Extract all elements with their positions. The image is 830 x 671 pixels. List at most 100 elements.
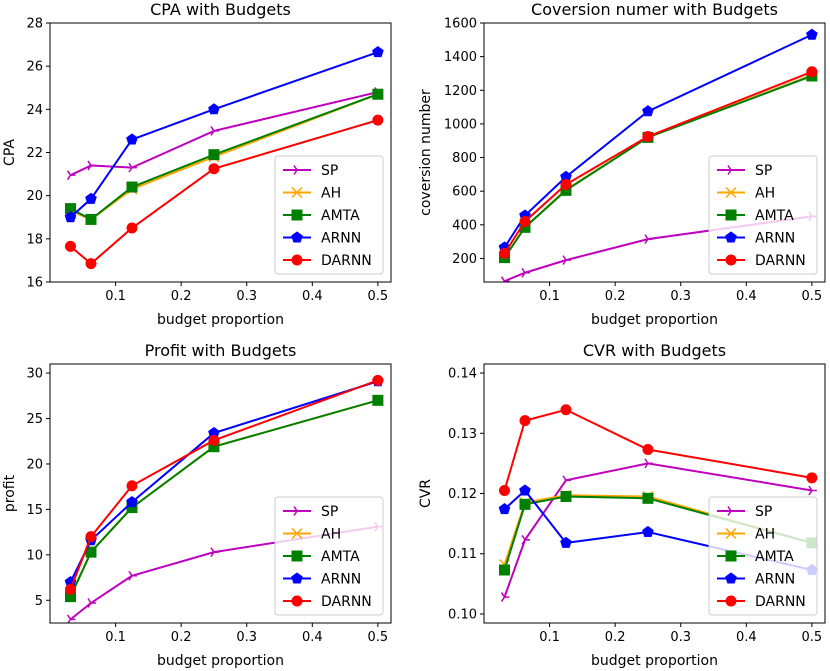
series-amta bbox=[64, 88, 384, 225]
plot-area bbox=[64, 374, 384, 623]
data-point bbox=[210, 126, 219, 136]
x-tick-label: 0.1 bbox=[105, 289, 126, 304]
x-axis-label: budget proportion bbox=[157, 312, 284, 328]
y-tick-label: 25 bbox=[26, 412, 43, 427]
cpa-chart: CPA with Budgets budget proportion CPA 0.1 0… bbox=[2, 0, 392, 328]
legend-label: AMTA bbox=[755, 208, 794, 224]
data-point bbox=[498, 564, 510, 576]
data-point bbox=[498, 247, 510, 259]
legend-label: ARNN bbox=[755, 231, 795, 247]
y-tick-label: 800 bbox=[452, 151, 477, 166]
legend-label: ARNN bbox=[321, 231, 361, 247]
x-tick-label: 0.4 bbox=[736, 630, 757, 645]
data-point bbox=[126, 133, 138, 145]
data-point bbox=[66, 614, 76, 623]
data-point bbox=[372, 374, 384, 386]
x-tick-label: 0.2 bbox=[605, 630, 626, 645]
x-tick-label: 0.5 bbox=[368, 630, 389, 645]
y-tick-label: 5 bbox=[35, 594, 43, 609]
axes-frame bbox=[49, 363, 392, 624]
legend-label: AMTA bbox=[755, 549, 794, 565]
data-point bbox=[372, 46, 384, 58]
legend-label: SP bbox=[321, 504, 338, 520]
series-line bbox=[503, 408, 813, 491]
legend-marker bbox=[725, 550, 737, 562]
x-tick-label: 0.2 bbox=[171, 630, 192, 645]
legend-label: DARNN bbox=[755, 594, 806, 610]
data-point bbox=[372, 394, 384, 406]
x-tick-label: 0.5 bbox=[802, 289, 823, 304]
legend-marker bbox=[725, 209, 737, 221]
legend: SP AH AMTA ARNN DARNN bbox=[708, 155, 818, 275]
x-tick-label: 0.3 bbox=[670, 630, 691, 645]
legend-label: AH bbox=[321, 186, 341, 202]
legend-label: ARNN bbox=[321, 572, 361, 588]
legend-marker bbox=[291, 550, 303, 562]
y-tick-label: 600 bbox=[452, 185, 477, 200]
y-tick-label: 20 bbox=[26, 457, 43, 472]
x-axis-label: budget proportion bbox=[591, 312, 718, 328]
data-point bbox=[126, 480, 138, 492]
legend-marker bbox=[725, 572, 737, 584]
y-tick-label: 200 bbox=[452, 252, 477, 267]
data-point bbox=[87, 160, 96, 171]
legend-label: AH bbox=[321, 527, 341, 543]
profit-chart: Profit with Budgets budget proportion prof… bbox=[2, 341, 392, 669]
conversion-chart: Coversion numer with Budgets budget propo… bbox=[418, 0, 826, 328]
legend-label: AMTA bbox=[321, 208, 360, 224]
chart-title: CPA with Budgets bbox=[150, 0, 291, 19]
legend-label: SP bbox=[755, 163, 772, 179]
chart-title: CVR with Budgets bbox=[583, 341, 726, 360]
axes-frame bbox=[49, 22, 392, 283]
y-tick-label: 1000 bbox=[444, 117, 477, 132]
y-tick-label: 0.11 bbox=[448, 547, 477, 562]
legend-marker bbox=[291, 186, 303, 199]
legend-label: DARNN bbox=[755, 253, 806, 269]
legend: SP AH AMTA ARNN DARNN bbox=[274, 155, 384, 275]
legend: SP AH AMTA ARNN DARNN bbox=[708, 496, 818, 616]
plot-area bbox=[64, 46, 384, 270]
legend-marker bbox=[725, 186, 737, 199]
x-tick-label: 0.2 bbox=[605, 289, 626, 304]
x-tick-label: 0.3 bbox=[670, 289, 691, 304]
y-tick-label: 10 bbox=[26, 548, 43, 563]
y-tick-label: 28 bbox=[26, 17, 43, 32]
data-point bbox=[562, 255, 571, 266]
y-axis-label: coversion number bbox=[418, 89, 434, 216]
y-axis-label: profit bbox=[2, 474, 18, 512]
y-tick-label: 15 bbox=[26, 503, 43, 518]
y-tick-label: 24 bbox=[26, 103, 43, 118]
x-tick-label: 0.4 bbox=[736, 289, 757, 304]
data-point bbox=[64, 211, 77, 223]
legend-label: AH bbox=[755, 186, 775, 202]
data-point bbox=[210, 547, 219, 558]
legend: SP AH AMTA ARNN DARNN bbox=[274, 496, 384, 616]
legend-marker bbox=[727, 506, 736, 516]
data-point bbox=[126, 496, 138, 508]
legend-box bbox=[708, 496, 818, 616]
axes-frame bbox=[483, 22, 826, 283]
data-point bbox=[806, 472, 818, 484]
x-tick-label: 0.3 bbox=[236, 630, 257, 645]
data-point bbox=[519, 415, 531, 427]
data-point bbox=[560, 536, 572, 548]
legend-marker bbox=[293, 165, 302, 175]
series-arnn bbox=[64, 46, 384, 223]
series-darnn bbox=[498, 66, 818, 259]
data-point bbox=[85, 531, 97, 543]
data-point bbox=[642, 525, 654, 537]
chart-title: Coversion numer with Budgets bbox=[531, 0, 778, 19]
data-point bbox=[642, 444, 654, 456]
data-point bbox=[498, 484, 510, 496]
chart-title: Profit with Budgets bbox=[145, 341, 297, 360]
legend-marker bbox=[725, 527, 737, 540]
data-point bbox=[208, 163, 220, 175]
data-point bbox=[66, 170, 76, 181]
data-point bbox=[560, 404, 572, 416]
legend-marker bbox=[725, 595, 737, 607]
y-tick-label: 400 bbox=[452, 218, 477, 233]
legend-marker bbox=[291, 527, 303, 540]
y-tick-label: 1200 bbox=[444, 84, 477, 99]
plot-area bbox=[498, 404, 818, 603]
